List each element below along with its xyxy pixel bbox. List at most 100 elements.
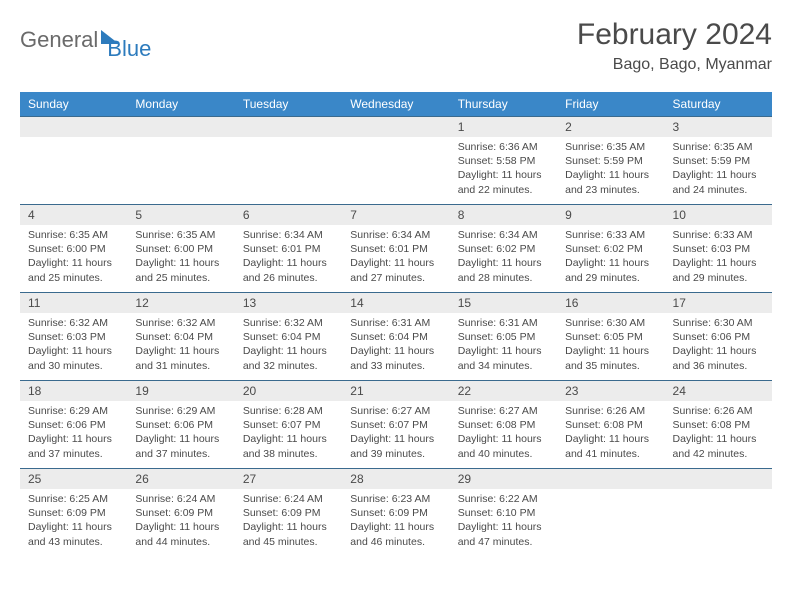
day-number: 21 <box>342 381 449 401</box>
sunset-line: Sunset: 6:08 PM <box>565 418 656 432</box>
calendar-empty-cell <box>665 469 772 557</box>
logo-text-blue: Blue <box>107 36 151 62</box>
sunrise-line: Sunrise: 6:23 AM <box>350 492 441 506</box>
sunset-line: Sunset: 5:59 PM <box>565 154 656 168</box>
day-details: Sunrise: 6:30 AMSunset: 6:06 PMDaylight:… <box>665 313 772 379</box>
sunset-line: Sunset: 6:07 PM <box>350 418 441 432</box>
calendar-day-cell: 27Sunrise: 6:24 AMSunset: 6:09 PMDayligh… <box>235 469 342 557</box>
page-header: General Blue February 2024 Bago, Bago, M… <box>20 18 772 74</box>
daylight-line: Daylight: 11 hours and 25 minutes. <box>28 256 119 284</box>
day-number: 12 <box>127 293 234 313</box>
sunset-line: Sunset: 6:00 PM <box>28 242 119 256</box>
daylight-line: Daylight: 11 hours and 47 minutes. <box>458 520 549 548</box>
sunrise-line: Sunrise: 6:30 AM <box>565 316 656 330</box>
sunset-line: Sunset: 6:02 PM <box>458 242 549 256</box>
sunset-line: Sunset: 6:04 PM <box>243 330 334 344</box>
day-number: 28 <box>342 469 449 489</box>
calendar-week-row: 25Sunrise: 6:25 AMSunset: 6:09 PMDayligh… <box>20 469 772 557</box>
daylight-line: Daylight: 11 hours and 43 minutes. <box>28 520 119 548</box>
daylight-line: Daylight: 11 hours and 27 minutes. <box>350 256 441 284</box>
calendar-day-cell: 5Sunrise: 6:35 AMSunset: 6:00 PMDaylight… <box>127 205 234 293</box>
calendar-day-cell: 29Sunrise: 6:22 AMSunset: 6:10 PMDayligh… <box>450 469 557 557</box>
sunrise-line: Sunrise: 6:27 AM <box>350 404 441 418</box>
day-details: Sunrise: 6:34 AMSunset: 6:01 PMDaylight:… <box>235 225 342 291</box>
sunrise-line: Sunrise: 6:33 AM <box>673 228 764 242</box>
day-details: Sunrise: 6:33 AMSunset: 6:03 PMDaylight:… <box>665 225 772 291</box>
calendar-day-cell: 18Sunrise: 6:29 AMSunset: 6:06 PMDayligh… <box>20 381 127 469</box>
sunrise-line: Sunrise: 6:26 AM <box>673 404 764 418</box>
daylight-line: Daylight: 11 hours and 29 minutes. <box>673 256 764 284</box>
sunrise-line: Sunrise: 6:34 AM <box>458 228 549 242</box>
sunset-line: Sunset: 6:06 PM <box>28 418 119 432</box>
day-number: 23 <box>557 381 664 401</box>
sunset-line: Sunset: 6:01 PM <box>350 242 441 256</box>
day-details: Sunrise: 6:31 AMSunset: 6:05 PMDaylight:… <box>450 313 557 379</box>
weekday-header-row: SundayMondayTuesdayWednesdayThursdayFrid… <box>20 92 772 117</box>
day-details: Sunrise: 6:35 AMSunset: 5:59 PMDaylight:… <box>665 137 772 203</box>
daylight-line: Daylight: 11 hours and 32 minutes. <box>243 344 334 372</box>
day-number: 20 <box>235 381 342 401</box>
sunrise-line: Sunrise: 6:29 AM <box>28 404 119 418</box>
day-number: 2 <box>557 117 664 137</box>
sunrise-line: Sunrise: 6:31 AM <box>458 316 549 330</box>
sunset-line: Sunset: 6:09 PM <box>350 506 441 520</box>
sunrise-line: Sunrise: 6:27 AM <box>458 404 549 418</box>
day-details: Sunrise: 6:28 AMSunset: 6:07 PMDaylight:… <box>235 401 342 467</box>
calendar-day-cell: 12Sunrise: 6:32 AMSunset: 6:04 PMDayligh… <box>127 293 234 381</box>
day-number: 10 <box>665 205 772 225</box>
day-number <box>127 117 234 137</box>
sunset-line: Sunset: 6:04 PM <box>135 330 226 344</box>
calendar-day-cell: 23Sunrise: 6:26 AMSunset: 6:08 PMDayligh… <box>557 381 664 469</box>
daylight-line: Daylight: 11 hours and 44 minutes. <box>135 520 226 548</box>
day-number: 11 <box>20 293 127 313</box>
daylight-line: Daylight: 11 hours and 37 minutes. <box>135 432 226 460</box>
daylight-line: Daylight: 11 hours and 40 minutes. <box>458 432 549 460</box>
sunset-line: Sunset: 6:06 PM <box>135 418 226 432</box>
day-number: 17 <box>665 293 772 313</box>
sunset-line: Sunset: 6:02 PM <box>565 242 656 256</box>
day-details: Sunrise: 6:30 AMSunset: 6:05 PMDaylight:… <box>557 313 664 379</box>
daylight-line: Daylight: 11 hours and 25 minutes. <box>135 256 226 284</box>
calendar-day-cell: 6Sunrise: 6:34 AMSunset: 6:01 PMDaylight… <box>235 205 342 293</box>
weekday-header: Tuesday <box>235 92 342 117</box>
sunrise-line: Sunrise: 6:29 AM <box>135 404 226 418</box>
calendar-day-cell: 7Sunrise: 6:34 AMSunset: 6:01 PMDaylight… <box>342 205 449 293</box>
sunrise-line: Sunrise: 6:24 AM <box>243 492 334 506</box>
sunset-line: Sunset: 6:09 PM <box>135 506 226 520</box>
calendar-table: SundayMondayTuesdayWednesdayThursdayFrid… <box>20 92 772 557</box>
title-block: February 2024 Bago, Bago, Myanmar <box>577 18 772 74</box>
sunset-line: Sunset: 6:09 PM <box>243 506 334 520</box>
daylight-line: Daylight: 11 hours and 36 minutes. <box>673 344 764 372</box>
daylight-line: Daylight: 11 hours and 28 minutes. <box>458 256 549 284</box>
daylight-line: Daylight: 11 hours and 35 minutes. <box>565 344 656 372</box>
day-details: Sunrise: 6:34 AMSunset: 6:01 PMDaylight:… <box>342 225 449 291</box>
location-text: Bago, Bago, Myanmar <box>577 56 772 74</box>
weekday-header: Wednesday <box>342 92 449 117</box>
day-number: 9 <box>557 205 664 225</box>
weekday-header: Friday <box>557 92 664 117</box>
day-details: Sunrise: 6:32 AMSunset: 6:03 PMDaylight:… <box>20 313 127 379</box>
day-number: 15 <box>450 293 557 313</box>
day-number: 22 <box>450 381 557 401</box>
weekday-header: Saturday <box>665 92 772 117</box>
calendar-day-cell: 22Sunrise: 6:27 AMSunset: 6:08 PMDayligh… <box>450 381 557 469</box>
daylight-line: Daylight: 11 hours and 46 minutes. <box>350 520 441 548</box>
day-details: Sunrise: 6:32 AMSunset: 6:04 PMDaylight:… <box>127 313 234 379</box>
day-details: Sunrise: 6:25 AMSunset: 6:09 PMDaylight:… <box>20 489 127 555</box>
sunrise-line: Sunrise: 6:34 AM <box>350 228 441 242</box>
day-number: 1 <box>450 117 557 137</box>
day-details: Sunrise: 6:29 AMSunset: 6:06 PMDaylight:… <box>20 401 127 467</box>
day-number <box>20 117 127 137</box>
calendar-day-cell: 24Sunrise: 6:26 AMSunset: 6:08 PMDayligh… <box>665 381 772 469</box>
calendar-day-cell: 17Sunrise: 6:30 AMSunset: 6:06 PMDayligh… <box>665 293 772 381</box>
daylight-line: Daylight: 11 hours and 33 minutes. <box>350 344 441 372</box>
sunrise-line: Sunrise: 6:36 AM <box>458 140 549 154</box>
daylight-line: Daylight: 11 hours and 23 minutes. <box>565 168 656 196</box>
calendar-week-row: 11Sunrise: 6:32 AMSunset: 6:03 PMDayligh… <box>20 293 772 381</box>
calendar-day-cell: 20Sunrise: 6:28 AMSunset: 6:07 PMDayligh… <box>235 381 342 469</box>
day-details: Sunrise: 6:29 AMSunset: 6:06 PMDaylight:… <box>127 401 234 467</box>
calendar-day-cell: 8Sunrise: 6:34 AMSunset: 6:02 PMDaylight… <box>450 205 557 293</box>
sunrise-line: Sunrise: 6:33 AM <box>565 228 656 242</box>
day-number: 24 <box>665 381 772 401</box>
sunset-line: Sunset: 5:58 PM <box>458 154 549 168</box>
